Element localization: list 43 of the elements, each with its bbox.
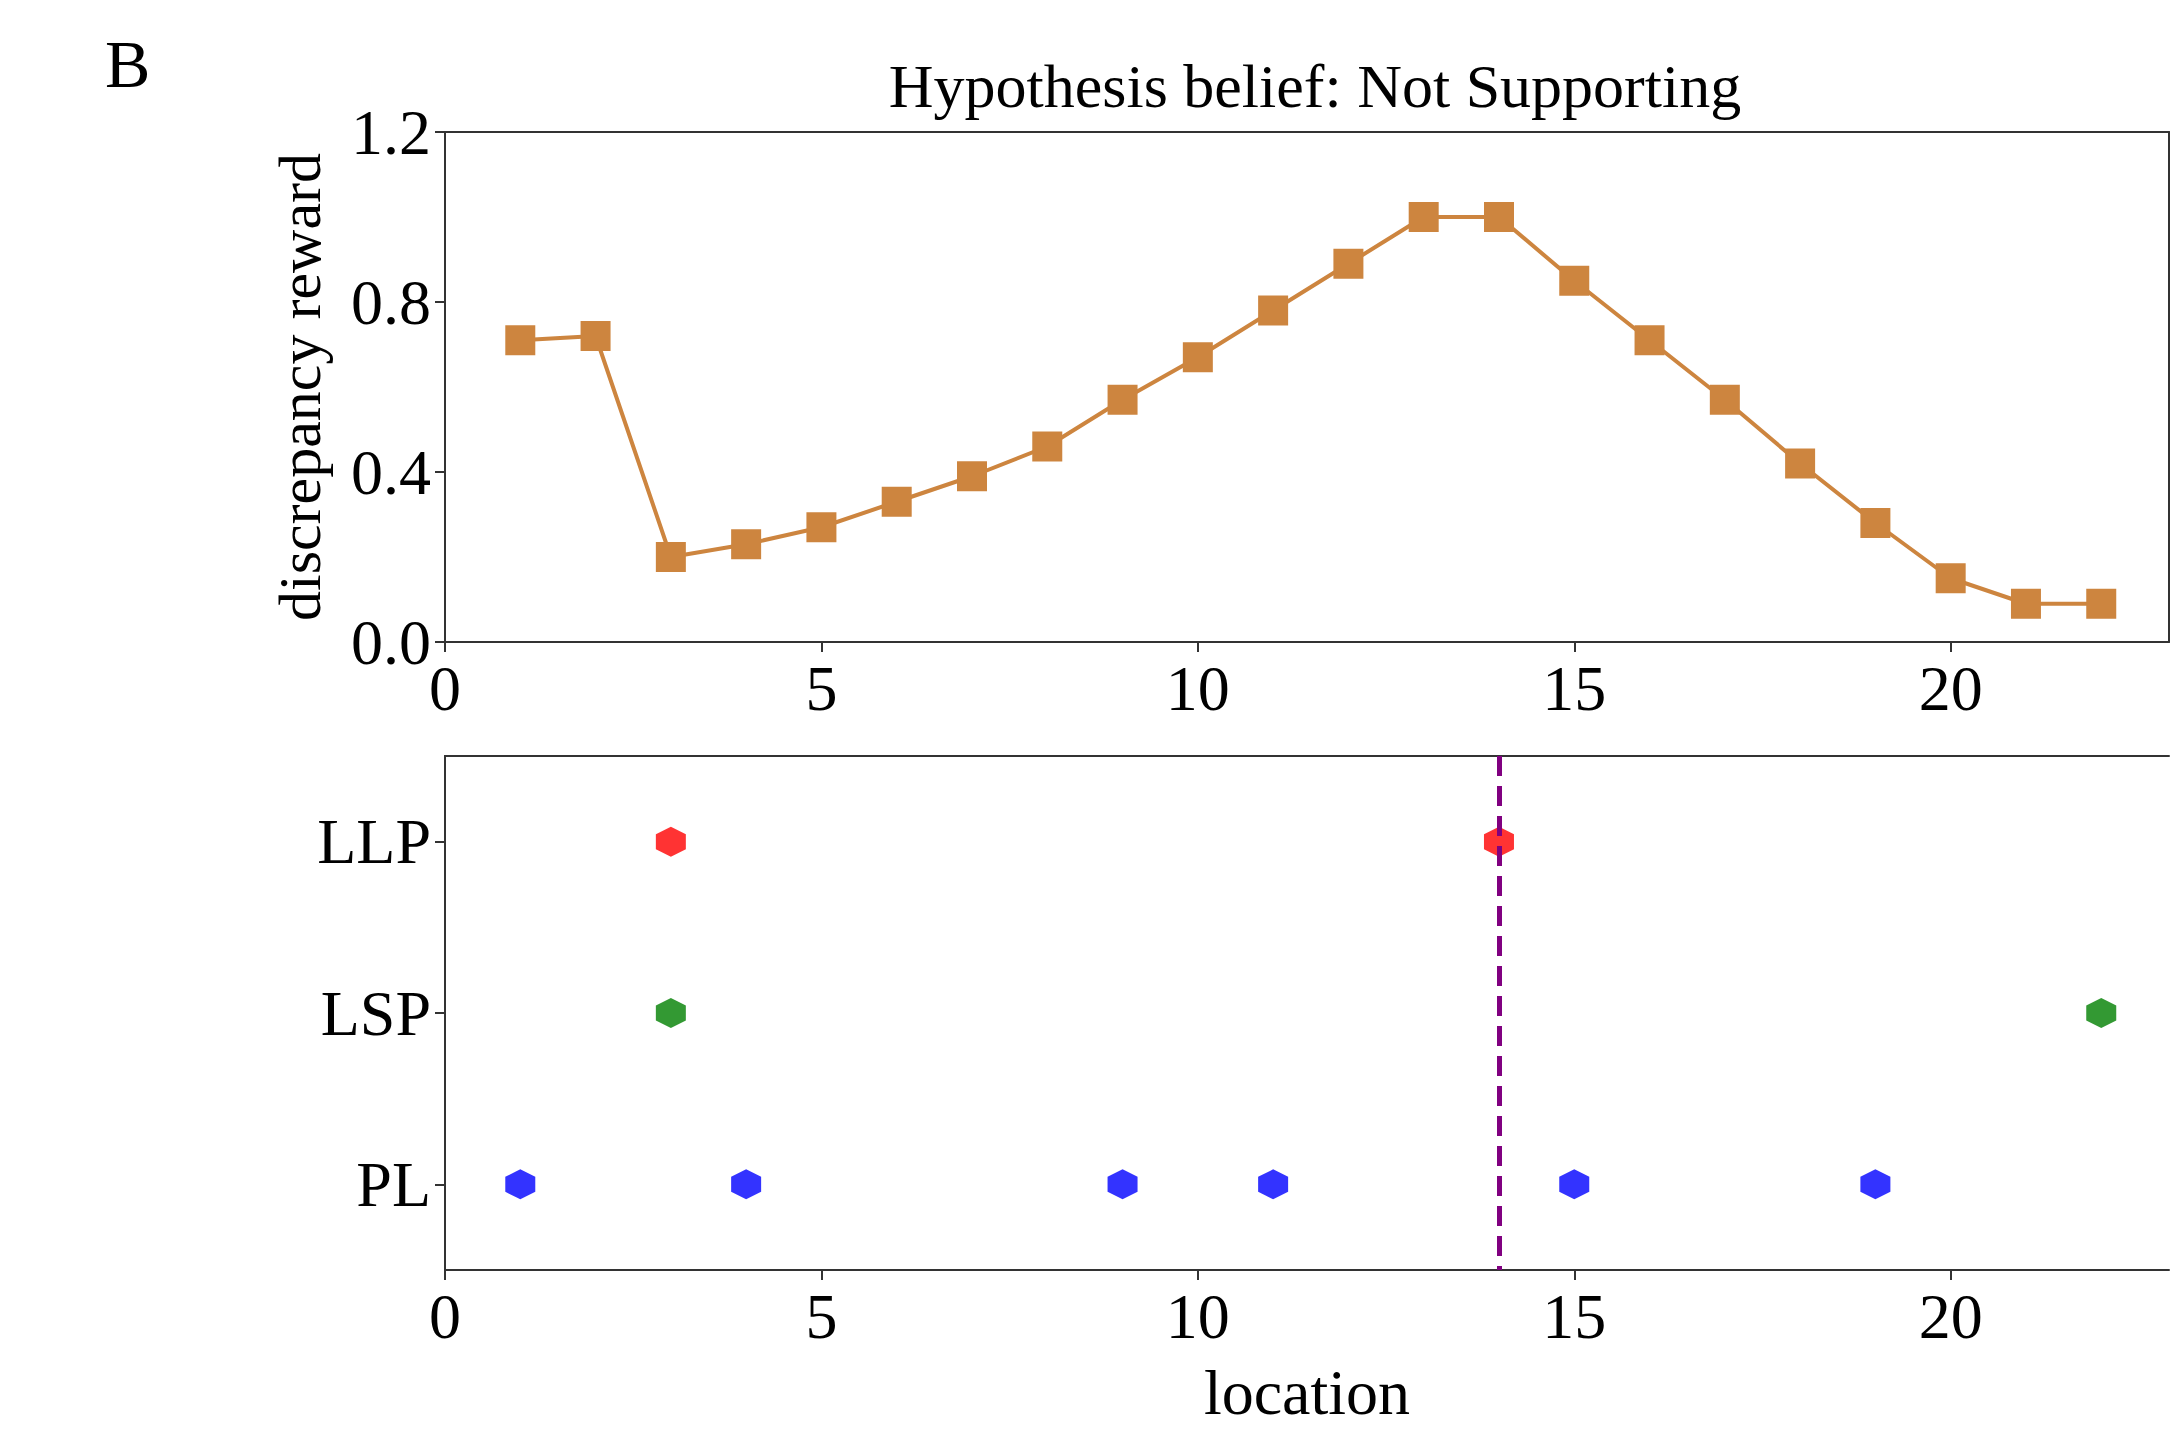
x-tick-label: 5 <box>805 652 838 724</box>
point <box>1559 265 1590 296</box>
point <box>731 529 762 560</box>
y-tick-label: LLP <box>317 806 431 878</box>
x-tick-label: 20 <box>1918 1280 1983 1352</box>
y-tick-label: 0.0 <box>351 606 431 678</box>
point <box>1935 563 1966 594</box>
point <box>1860 508 1891 538</box>
x-tick-label: 0 <box>429 652 461 724</box>
point <box>881 486 912 517</box>
point <box>1785 448 1816 479</box>
chart-title: Hypothesis belief: Not Supporting <box>888 52 1742 120</box>
point <box>2086 588 2117 619</box>
point <box>1709 384 1740 415</box>
y-tick-label: LSP <box>320 977 431 1049</box>
x-tick-label: 15 <box>1542 652 1607 724</box>
y-tick-label: 0.4 <box>351 436 431 508</box>
y-tick-label: 1.2 <box>351 96 431 168</box>
point <box>1333 248 1364 279</box>
x-tick-label: 20 <box>1918 652 1983 724</box>
x-axis-title: location <box>1203 1356 1411 1428</box>
point <box>655 542 686 572</box>
point <box>1408 202 1439 232</box>
y-tick-label: PL <box>356 1148 431 1220</box>
x-tick-label: 0 <box>429 1280 461 1352</box>
x-tick-label: 10 <box>1165 652 1230 724</box>
point <box>1032 431 1063 462</box>
point <box>806 512 837 543</box>
point <box>1634 325 1665 356</box>
y-tick-label: 0.8 <box>351 266 431 338</box>
x-tick-label: 5 <box>805 1280 838 1352</box>
point <box>1107 384 1138 415</box>
point <box>505 325 536 356</box>
point <box>1258 295 1289 326</box>
x-tick-label: 15 <box>1542 1280 1607 1352</box>
y-axis-title: discrepancy reward <box>267 152 333 622</box>
x-tick-label: 10 <box>1165 1280 1230 1352</box>
point <box>1182 342 1213 373</box>
text: B <box>105 26 151 102</box>
point <box>580 321 611 351</box>
point <box>1483 202 1514 232</box>
point <box>956 461 987 492</box>
point <box>2010 588 2041 619</box>
